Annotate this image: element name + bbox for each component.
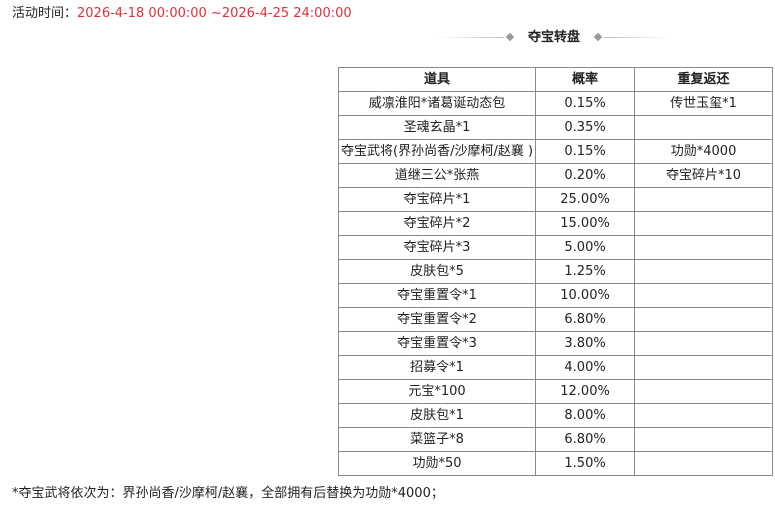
column-header-refund: 重复返还 (634, 67, 774, 92)
cell-refund (634, 235, 774, 260)
diamond-icon (593, 32, 603, 42)
cell-refund (634, 307, 774, 332)
table-row: 威凛淮阳*诸葛诞动态包 0.15% 传世玉玺*1 (337, 91, 774, 116)
cell-probability: 6.80% (535, 427, 636, 452)
table-row: 菜篮子*8 6.80% (337, 427, 774, 452)
cell-refund (634, 379, 774, 404)
table-row: 夺宝碎片*2 15.00% (337, 211, 774, 236)
table-row: 夺宝武将(界孙尚香/沙摩柯/赵襄 ) 0.15% 功勋*4000 (337, 139, 774, 164)
table-row: 功勋*50 1.50% (337, 451, 774, 476)
cell-item: 元宝*100 (337, 379, 537, 404)
event-time-label: 活动时间： (12, 6, 78, 21)
cell-probability: 15.00% (535, 211, 636, 236)
table-header-row: 道具 概率 重复返还 (337, 67, 774, 92)
cell-refund (634, 427, 774, 452)
footnote: *夺宝武将依次为：界孙尚香/沙摩柯/赵襄，全部拥有后替换为功勋*4000； (12, 486, 444, 501)
cell-refund (634, 283, 774, 308)
table-row: 皮肤包*1 8.00% (337, 403, 774, 428)
header-divider-right (604, 37, 670, 38)
cell-item: 夺宝碎片*1 (337, 187, 537, 212)
cell-item: 皮肤包*1 (337, 403, 537, 428)
cell-item: 夺宝武将(界孙尚香/沙摩柯/赵襄 ) (337, 139, 537, 164)
cell-item: 威凛淮阳*诸葛诞动态包 (337, 91, 537, 116)
table-row: 夺宝碎片*3 5.00% (337, 235, 774, 260)
cell-probability: 6.80% (535, 307, 636, 332)
cell-refund (634, 403, 774, 428)
cell-probability: 3.80% (535, 331, 636, 356)
table-row: 夺宝重置令*2 6.80% (337, 307, 774, 332)
table-row: 元宝*100 12.00% (337, 379, 774, 404)
event-time: 活动时间：2026-4-18 00:00:00 ~2026-4-25 24:00… (12, 5, 352, 23)
cell-item: 夺宝重置令*3 (337, 331, 537, 356)
cell-probability: 1.25% (535, 259, 636, 284)
cell-item: 功勋*50 (337, 451, 537, 476)
column-header-item: 道具 (337, 67, 537, 92)
table-row: 夺宝碎片*1 25.00% (337, 187, 774, 212)
cell-item: 道继三公*张燕 (337, 163, 537, 188)
cell-item: 菜篮子*8 (337, 427, 537, 452)
column-header-probability: 概率 (535, 67, 636, 92)
table-row: 圣魂玄晶*1 0.35% (337, 115, 774, 140)
cell-refund: 功勋*4000 (634, 139, 774, 164)
cell-refund (634, 331, 774, 356)
section-header: 夺宝转盘 (438, 28, 670, 48)
cell-probability: 8.00% (535, 403, 636, 428)
table-row: 道继三公*张燕 0.20% 夺宝碎片*10 (337, 163, 774, 188)
table-row: 夺宝重置令*1 10.00% (337, 283, 774, 308)
cell-probability: 0.20% (535, 163, 636, 188)
cell-refund (634, 115, 774, 140)
table-row: 招募令*1 4.00% (337, 355, 774, 380)
cell-probability: 1.50% (535, 451, 636, 476)
cell-probability: 0.15% (535, 139, 636, 164)
cell-refund (634, 259, 774, 284)
cell-refund (634, 211, 774, 236)
cell-item: 夺宝重置令*1 (337, 283, 537, 308)
cell-probability: 0.15% (535, 91, 636, 116)
cell-refund (634, 451, 774, 476)
table-row: 夺宝重置令*3 3.80% (337, 331, 774, 356)
cell-item: 圣魂玄晶*1 (337, 115, 537, 140)
section-title: 夺宝转盘 (527, 30, 580, 45)
cell-probability: 4.00% (535, 355, 636, 380)
cell-refund (634, 187, 774, 212)
cell-refund: 夺宝碎片*10 (634, 163, 774, 188)
cell-item: 皮肤包*5 (337, 259, 537, 284)
cell-probability: 25.00% (535, 187, 636, 212)
table-row: 皮肤包*5 1.25% (337, 259, 774, 284)
diamond-icon (505, 32, 515, 42)
cell-refund (634, 355, 774, 380)
cell-probability: 12.00% (535, 379, 636, 404)
header-divider-left (438, 37, 504, 38)
cell-probability: 10.00% (535, 283, 636, 308)
prize-table: 道具 概率 重复返还 威凛淮阳*诸葛诞动态包 0.15% 传世玉玺*1 圣魂玄晶… (337, 67, 774, 476)
cell-probability: 0.35% (535, 115, 636, 140)
cell-item: 夺宝重置令*2 (337, 307, 537, 332)
event-time-value: 2026-4-18 00:00:00 ~2026-4-25 24:00:00 (77, 6, 352, 21)
cell-refund: 传世玉玺*1 (634, 91, 774, 116)
cell-item: 夺宝碎片*2 (337, 211, 537, 236)
cell-item: 夺宝碎片*3 (337, 235, 537, 260)
cell-item: 招募令*1 (337, 355, 537, 380)
cell-probability: 5.00% (535, 235, 636, 260)
